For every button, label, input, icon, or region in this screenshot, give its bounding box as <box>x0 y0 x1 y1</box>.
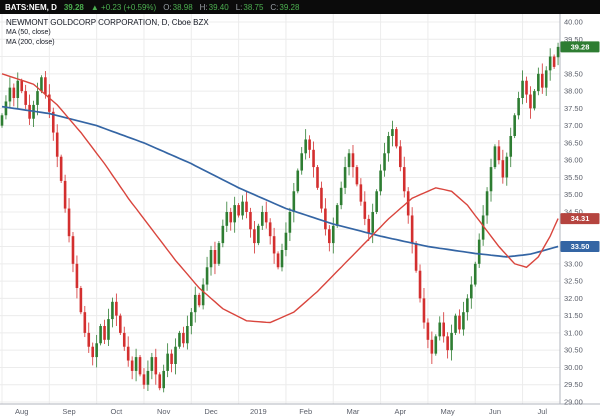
svg-text:38.50: 38.50 <box>564 69 583 78</box>
ma50-line[interactable] <box>1 73 559 324</box>
svg-text:Apr: Apr <box>394 407 406 416</box>
legend-symbol-title[interactable]: NEWMONT GOLDCORP CORPORATION, D, Cboe BZ… <box>6 18 209 27</box>
svg-text:33.00: 33.00 <box>564 259 583 268</box>
close-field: C:39.28 <box>270 2 300 12</box>
price-change: ▲ +0.23 (+0.59%) <box>90 2 157 12</box>
svg-text:30.00: 30.00 <box>564 363 583 372</box>
svg-text:Jun: Jun <box>489 407 501 416</box>
open-field: O:38.98 <box>163 2 193 12</box>
svg-text:39.50: 39.50 <box>564 35 583 44</box>
svg-text:36.00: 36.00 <box>564 156 583 165</box>
svg-text:31.00: 31.00 <box>564 328 583 337</box>
svg-text:37.50: 37.50 <box>564 104 583 113</box>
price-chart-svg[interactable]: 29.00 29.50 30.00 30.50 31.00 31.50 32.00 32.50… <box>0 14 600 420</box>
symbol-label[interactable]: BATS:NEM, D <box>5 2 57 12</box>
chart-legend: NEWMONT GOLDCORP CORPORATION, D, Cboe BZ… <box>6 18 209 47</box>
svg-text:39.28: 39.28 <box>571 42 590 51</box>
svg-text:31.50: 31.50 <box>564 311 583 320</box>
svg-text:Feb: Feb <box>299 407 312 416</box>
ma200-line[interactable] <box>1 105 559 258</box>
price-badge: 34.31 <box>560 213 600 225</box>
last-price: 39.28 <box>63 2 84 12</box>
svg-text:Jul: Jul <box>537 407 547 416</box>
low-field: L:38.75 <box>235 2 264 12</box>
price-badge: 33.50 <box>560 241 600 253</box>
legend-ma200[interactable]: MA (200, close) <box>6 39 55 46</box>
svg-text:Sep: Sep <box>62 407 75 416</box>
svg-text:29.00: 29.00 <box>564 398 583 407</box>
svg-text:Mar: Mar <box>347 407 360 416</box>
svg-text:32.50: 32.50 <box>564 277 583 286</box>
chart-area[interactable]: NEWMONT GOLDCORP CORPORATION, D, Cboe BZ… <box>0 14 600 420</box>
svg-text:32.00: 32.00 <box>564 294 583 303</box>
svg-text:34.31: 34.31 <box>571 214 590 223</box>
svg-text:35.50: 35.50 <box>564 173 583 182</box>
legend-ma50[interactable]: MA (50, close) <box>6 29 51 36</box>
svg-text:May: May <box>441 407 455 416</box>
candlestick-series[interactable] <box>0 42 560 393</box>
svg-text:30.50: 30.50 <box>564 346 583 355</box>
svg-text:34.50: 34.50 <box>564 208 583 217</box>
svg-text:Nov: Nov <box>157 407 171 416</box>
svg-text:2019: 2019 <box>250 407 267 416</box>
price-axis[interactable]: 29.00 29.50 30.00 30.50 31.00 31.50 32.00 32.50… <box>564 18 583 407</box>
svg-text:38.00: 38.00 <box>564 87 583 96</box>
svg-text:36.50: 36.50 <box>564 138 583 147</box>
price-badge: 39.28 <box>560 41 600 53</box>
svg-text:35.00: 35.00 <box>564 190 583 199</box>
svg-text:Dec: Dec <box>204 407 218 416</box>
svg-text:29.50: 29.50 <box>564 380 583 389</box>
svg-text:37.00: 37.00 <box>564 121 583 130</box>
svg-text:Oct: Oct <box>111 407 124 416</box>
svg-text:Aug: Aug <box>15 407 28 416</box>
grid-lines <box>0 14 560 404</box>
time-axis[interactable]: Aug Sep Oct Nov Dec 2019 Feb Mar Apr May Jun Jul <box>15 407 547 416</box>
symbol-info-bar: BATS:NEM, D 39.28 ▲ +0.23 (+0.59%) O:38.… <box>0 0 600 14</box>
svg-text:33.50: 33.50 <box>571 242 590 251</box>
high-field: H:39.40 <box>199 2 229 12</box>
svg-text:40.00: 40.00 <box>564 18 583 27</box>
